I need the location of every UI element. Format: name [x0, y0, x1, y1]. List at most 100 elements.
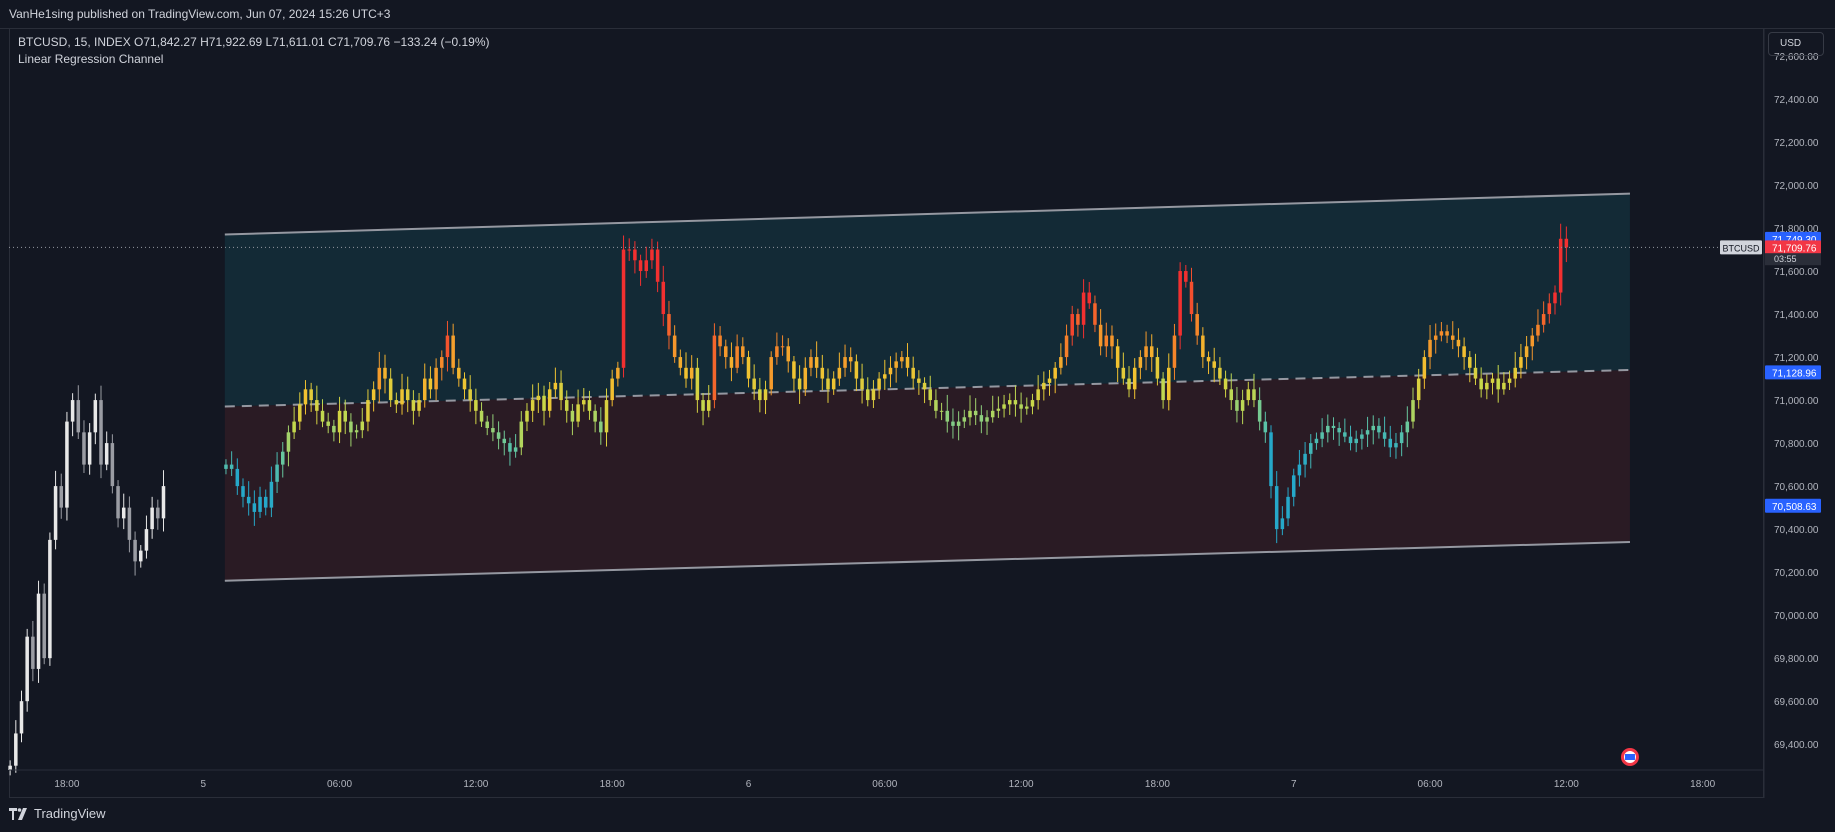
candle-body — [1132, 367, 1137, 390]
x-tick-label: 18:00 — [54, 779, 79, 790]
candle-body — [1081, 292, 1086, 325]
candle-body — [491, 428, 495, 433]
candle-body — [371, 389, 376, 401]
candle-body — [741, 346, 745, 358]
candle-body — [1405, 421, 1410, 433]
candle-body — [394, 400, 399, 405]
price-label-text: 71,709.76 — [1772, 243, 1817, 254]
channel-upper-fill — [224, 193, 1630, 407]
price-label-box — [1765, 240, 1821, 255]
candle-body — [1138, 357, 1143, 368]
candle-body — [1309, 443, 1313, 454]
candle-body — [1252, 389, 1256, 401]
candle-body — [127, 507, 132, 540]
candle-body — [1399, 432, 1404, 444]
candle-body — [1490, 378, 1495, 383]
candle-body — [485, 421, 489, 429]
candle-body — [25, 636, 29, 702]
currency-button[interactable]: USD — [1768, 32, 1824, 56]
price-label-box — [1765, 498, 1821, 513]
x-tick-label: 06:00 — [1418, 779, 1443, 790]
candle-body — [434, 367, 438, 390]
candle-body — [161, 486, 166, 519]
candle-body — [1377, 425, 1381, 433]
high-value: H71,922.69 — [200, 35, 263, 49]
candle-body — [14, 733, 18, 766]
x-tick-label: 7 — [1291, 779, 1297, 790]
symbol-label[interactable]: BTCUSD, 15, INDEX — [18, 35, 131, 49]
channel-lower-fill — [224, 369, 1630, 581]
candle-body — [474, 400, 478, 411]
candle-body — [1280, 518, 1285, 530]
candle-body — [468, 389, 472, 401]
candle-body — [1519, 357, 1523, 368]
x-tick-label: 06:00 — [327, 779, 352, 790]
candle-body — [809, 357, 813, 368]
candle-body — [1422, 357, 1427, 379]
price-label-text: 71,128.96 — [1772, 368, 1817, 379]
candle-body — [1416, 378, 1421, 401]
candle-body — [1019, 404, 1023, 409]
candle-body — [1439, 331, 1444, 336]
candle-body — [298, 404, 302, 422]
x-tick-label: 12:00 — [1554, 779, 1579, 790]
candle-body — [462, 378, 467, 390]
candle-body — [1246, 389, 1251, 401]
candle-body — [1485, 382, 1489, 390]
candle-body — [1030, 400, 1035, 407]
candle-body — [638, 260, 643, 272]
candle-body — [332, 425, 336, 433]
candle-body — [1558, 238, 1563, 293]
candle-body — [275, 464, 279, 482]
candle-body — [1223, 378, 1228, 390]
candle-body — [814, 357, 819, 368]
candle-body — [1450, 335, 1455, 340]
candle-body — [1354, 438, 1358, 444]
candle-body — [1167, 367, 1171, 401]
candle-body — [1553, 292, 1557, 304]
tradingview-brand: TradingView — [34, 806, 106, 821]
candle-body — [241, 486, 245, 497]
candle-body — [803, 367, 808, 390]
candle-body — [672, 335, 677, 358]
candle-body — [388, 378, 393, 401]
candle-body — [1104, 335, 1109, 347]
candle-body — [1149, 346, 1154, 358]
candle-body — [156, 507, 160, 519]
candle-body — [519, 421, 524, 448]
candle-body — [1274, 486, 1279, 530]
candle-body — [1064, 335, 1069, 358]
open-value: O71,842.27 — [134, 35, 197, 49]
candle-body — [900, 357, 904, 362]
candle-body — [1110, 335, 1114, 347]
candle-body — [1257, 400, 1262, 422]
candle-body — [315, 400, 319, 411]
y-tick-label: 69,600.00 — [1774, 697, 1819, 708]
candle-body — [104, 443, 109, 465]
candle-body — [428, 378, 433, 390]
candle-body — [229, 464, 234, 469]
y-tick-label: 70,400.00 — [1774, 525, 1819, 536]
candle-body — [775, 346, 779, 358]
candle-body — [780, 346, 785, 348]
candle-body — [76, 400, 81, 433]
candle-body — [252, 503, 257, 512]
candle-body — [1286, 496, 1290, 519]
candle-body — [1433, 335, 1438, 340]
candle-body — [354, 430, 359, 433]
candle-body — [1195, 314, 1199, 336]
candle-body — [951, 421, 955, 426]
candle-body — [644, 260, 649, 272]
candle-body — [269, 481, 274, 508]
candle-body — [320, 410, 325, 422]
tradingview-logo[interactable]: TradingView — [9, 806, 106, 821]
candle-body — [1263, 421, 1268, 433]
indicator-label[interactable]: Linear Regression Channel — [18, 52, 164, 66]
candle-body — [758, 389, 762, 401]
candle-body — [144, 529, 149, 551]
candle-body — [905, 357, 910, 368]
candle-body — [689, 367, 694, 379]
channel-lower-line — [224, 541, 1630, 582]
candle-body — [786, 346, 791, 362]
